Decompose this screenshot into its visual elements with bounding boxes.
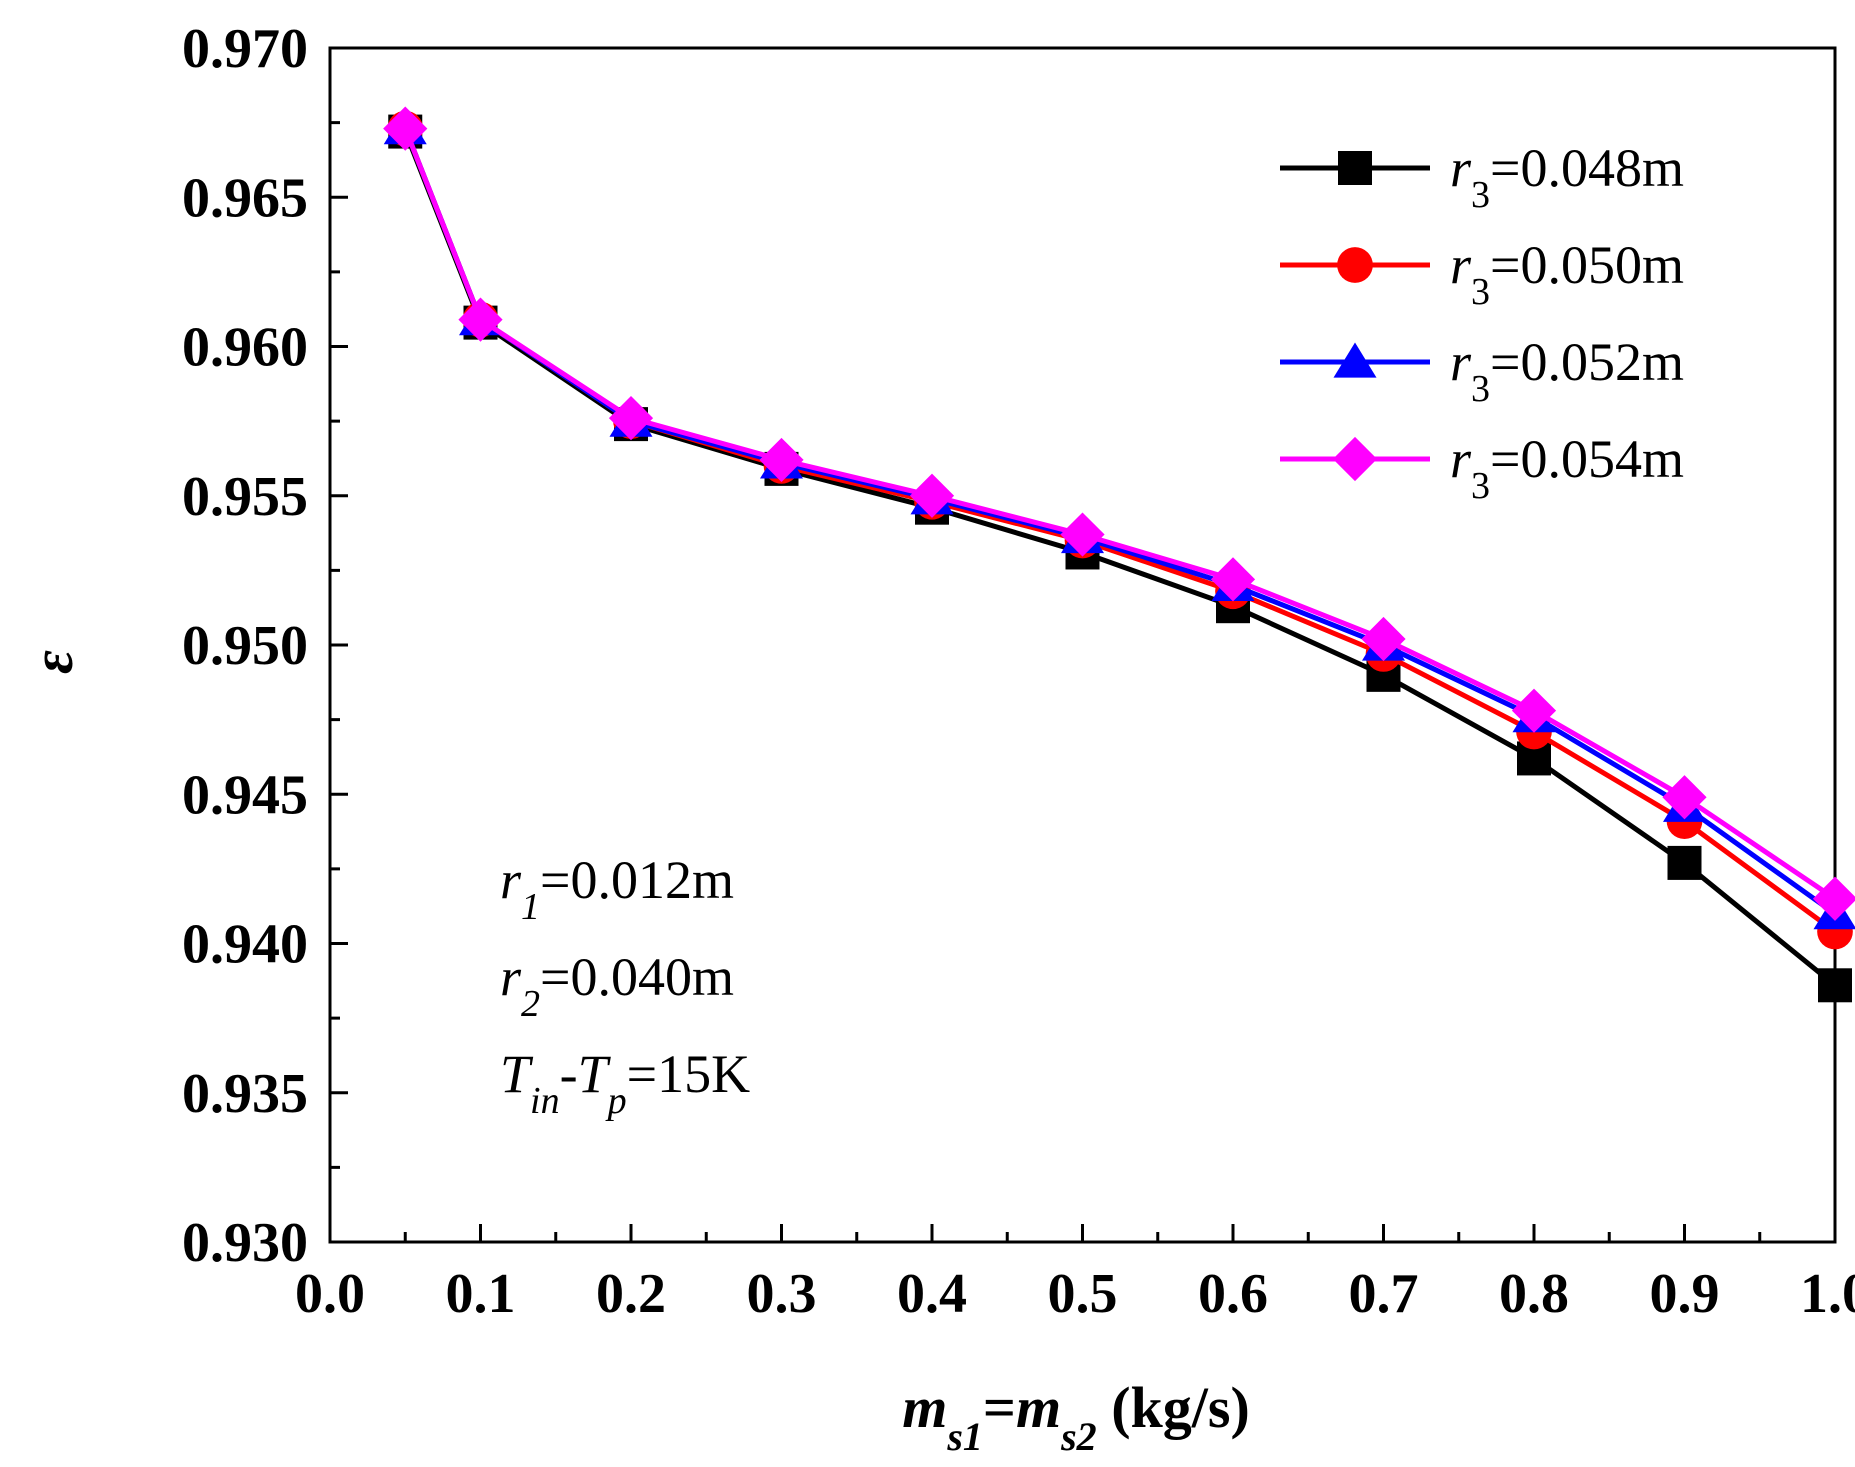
legend-item-r048: r3=0.048m — [1280, 138, 1684, 216]
x-tick-label: 0.7 — [1349, 1263, 1419, 1325]
data-point-r054 — [1060, 512, 1105, 557]
x-tick-label: 0.2 — [596, 1263, 666, 1325]
y-tick-label: 0.950 — [182, 615, 308, 677]
x-title-eq: = — [983, 1375, 1016, 1440]
plot-frame — [328, 46, 1837, 1244]
y-axis: 0.930 0.935 0.940 0.945 0.950 0.955 0.960 0.965… — [182, 18, 348, 1274]
y-tick-label: 0.930 — [182, 1212, 308, 1274]
plot-area — [328, 46, 1837, 1244]
x-title-sub2: s2 — [1060, 1414, 1097, 1459]
x-tick-label: 0.5 — [1048, 1263, 1118, 1325]
y-axis-title: ε — [20, 650, 85, 674]
x-tick-label: 0.0 — [295, 1263, 365, 1325]
legend: r3=0.048m r3=0.050m r3=0.052m r3=0.054m — [1280, 138, 1684, 507]
legend-label: r3=0.048m — [1450, 138, 1684, 216]
y-tick-label: 0.955 — [182, 466, 308, 528]
x-tick-label: 0.4 — [897, 1263, 967, 1325]
legend-item-r052: r3=0.052m — [1280, 332, 1684, 410]
y-tick-label: 0.965 — [182, 167, 308, 229]
legend-marker — [1338, 151, 1372, 185]
data-point-r054 — [608, 396, 654, 441]
y-tick-label: 0.940 — [182, 914, 308, 976]
data-point-r054 — [909, 473, 955, 518]
x-axis: 0.0 0.1 0.2 0.3 0.4 0.5 0.6 0.7 0.8 0.9 1.0 — [295, 1224, 1855, 1325]
x-tick-label: 0.6 — [1198, 1263, 1268, 1325]
legend-marker — [1333, 342, 1377, 378]
legend-label: r3=0.054m — [1450, 429, 1684, 507]
data-point-r054 — [458, 297, 503, 342]
legend-item-r054: r3=0.054m — [1280, 429, 1684, 507]
legend-marker — [1337, 247, 1373, 283]
series-r054 — [383, 106, 1855, 921]
x-axis-title: ms1=ms2 (kg/s) — [902, 1375, 1250, 1459]
y-tick-label: 0.970 — [182, 18, 308, 80]
x-title-m2: m — [1016, 1375, 1061, 1440]
annotation-r1: r1=0.012m — [500, 850, 734, 928]
x-title-m1: m — [902, 1375, 947, 1440]
series-r052 — [383, 109, 1855, 930]
data-point-r054 — [759, 437, 804, 483]
data-point-r054 — [1361, 616, 1406, 662]
x-tick-label: 0.3 — [747, 1263, 817, 1325]
x-tick-label: 0.8 — [1499, 1263, 1569, 1325]
x-tick-label: 0.9 — [1650, 1263, 1720, 1325]
annotation-temp: Tin-Tp=15K — [500, 1044, 750, 1122]
annotation-r2: r2=0.040m — [500, 947, 734, 1025]
data-point-r054 — [1812, 876, 1855, 921]
data-point-r048 — [1818, 968, 1852, 1003]
series-layer — [383, 106, 1855, 1003]
legend-item-r050: r3=0.050m — [1280, 235, 1684, 313]
x-tick-label: 0.1 — [446, 1263, 516, 1325]
x-title-unit: (kg/s) — [1097, 1375, 1250, 1440]
data-point-r054 — [1511, 688, 1557, 733]
x-tick-label: 1.0 — [1800, 1263, 1855, 1325]
data-point-r054 — [1662, 775, 1707, 820]
x-title-sub1: s1 — [946, 1414, 983, 1459]
annotations: r1=0.012m r2=0.040m Tin-Tp=15K — [500, 850, 750, 1122]
data-point-r048 — [1667, 845, 1702, 880]
legend-label: r3=0.052m — [1450, 332, 1684, 410]
data-point-r054 — [1210, 557, 1256, 602]
legend-label: r3=0.050m — [1450, 235, 1684, 313]
legend-marker — [1332, 436, 1378, 482]
y-tick-label: 0.945 — [182, 764, 308, 826]
y-tick-label: 0.960 — [182, 317, 308, 379]
y-tick-label: 0.935 — [182, 1063, 308, 1125]
data-point-r054 — [383, 106, 428, 151]
